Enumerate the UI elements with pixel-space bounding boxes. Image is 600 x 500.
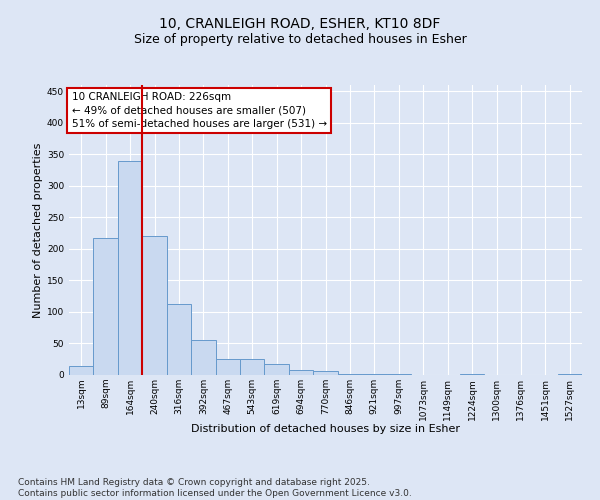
Text: 10 CRANLEIGH ROAD: 226sqm
← 49% of detached houses are smaller (507)
51% of semi: 10 CRANLEIGH ROAD: 226sqm ← 49% of detac… <box>71 92 326 128</box>
Bar <box>240 359 265 375</box>
Bar <box>265 364 289 375</box>
Text: 10, CRANLEIGH ROAD, ESHER, KT10 8DF: 10, CRANLEIGH ROAD, ESHER, KT10 8DF <box>160 18 440 32</box>
Text: Contains HM Land Registry data © Crown copyright and database right 2025.
Contai: Contains HM Land Registry data © Crown c… <box>18 478 412 498</box>
Bar <box>215 358 240 375</box>
Bar <box>313 371 338 375</box>
Bar <box>191 340 215 375</box>
Bar <box>94 238 118 375</box>
Bar <box>386 374 411 375</box>
Bar <box>557 374 582 375</box>
Text: Size of property relative to detached houses in Esher: Size of property relative to detached ho… <box>134 32 466 46</box>
Bar <box>460 374 484 375</box>
Bar <box>289 370 313 375</box>
Bar <box>167 304 191 375</box>
Bar <box>69 366 94 375</box>
X-axis label: Distribution of detached houses by size in Esher: Distribution of detached houses by size … <box>191 424 460 434</box>
Bar <box>118 160 142 375</box>
Bar <box>362 374 386 375</box>
Bar <box>338 374 362 375</box>
Bar <box>142 236 167 375</box>
Y-axis label: Number of detached properties: Number of detached properties <box>33 142 43 318</box>
